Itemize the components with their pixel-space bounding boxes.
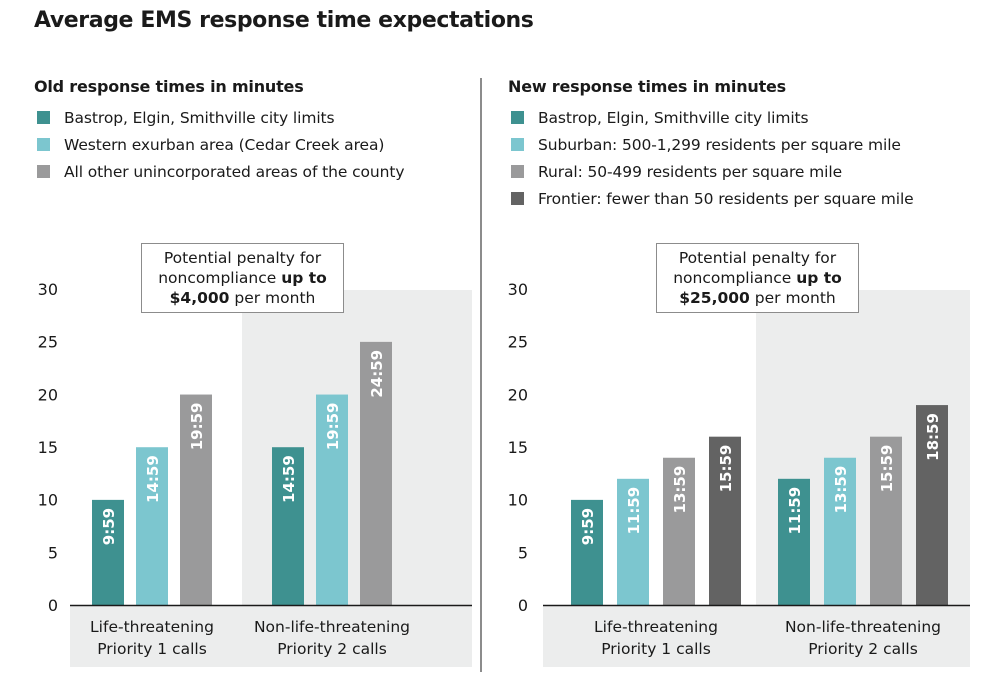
legend-swatch [37,165,50,178]
bar [136,447,168,605]
category-label-shade [543,606,756,667]
old-subtitle: Old response times in minutes [34,77,304,96]
bar-value-label: 19:59 [188,403,206,451]
legend-swatch [37,138,50,151]
new-legend: Bastrop, Elgin, Smithville city limits S… [508,104,986,212]
old-legend: Bastrop, Elgin, Smithville city limits W… [34,104,474,185]
bar-value-label: 9:59 [579,508,597,545]
panel-divider [480,78,482,672]
legend-swatch [511,111,524,124]
bar [180,394,212,605]
bar [360,341,392,605]
bar-value-label: 9:59 [100,508,118,545]
legend-label: Bastrop, Elgin, Smithville city limits [64,108,335,127]
y-tick-label: 20 [38,385,58,404]
y-tick-label: 15 [508,438,528,457]
y-tick-label: 0 [48,596,58,615]
new-penalty-callout: Potential penalty for noncompliance up t… [656,243,859,313]
y-tick-label: 0 [518,596,528,615]
callout-line: noncompliance up to [158,269,327,287]
category-label: Life-threatening [90,618,214,636]
category-label: Priority 2 calls [277,640,387,658]
bar-value-label: 18:59 [924,413,942,461]
category-label: Priority 2 calls [808,640,918,658]
bar-value-label: 14:59 [144,455,162,503]
y-tick-label: 30 [508,280,528,299]
bar-value-label: 24:59 [368,350,386,398]
legend-label: Bastrop, Elgin, Smithville city limits [538,108,809,127]
category-label: Non-life-threatening [254,618,410,636]
new-subtitle: New response times in minutes [508,77,786,96]
bar-value-label: 15:59 [878,445,896,493]
legend-item: Rural: 50-499 residents per square mile [508,158,986,185]
y-tick-label: 25 [508,333,528,352]
old-panel: Old response times in minutes Bastrop, E… [34,74,474,185]
bar [617,478,649,605]
bar [663,457,695,605]
bar [571,499,603,605]
bar [709,436,741,605]
bar [778,478,810,605]
legend-item: Bastrop, Elgin, Smithville city limits [508,104,986,131]
callout-line: $25,000 per month [679,289,836,307]
bar-value-label: 19:59 [324,403,342,451]
legend-item: Western exurban area (Cedar Creek area) [34,131,474,158]
old-penalty-callout: Potential penalty for noncompliance up t… [141,243,344,313]
callout-line: $4,000 per month [169,289,316,307]
new-panel: New response times in minutes Bastrop, E… [508,74,986,212]
callout-line: Potential penalty for [678,249,837,267]
y-tick-label: 20 [508,385,528,404]
y-tick-label: 10 [38,491,58,510]
legend-swatch [511,192,524,205]
category-label-shade [70,606,242,667]
bar [92,499,124,605]
legend-item: All other unincorporated areas of the co… [34,158,474,185]
y-tick-label: 5 [518,543,528,562]
legend-label: Frontier: fewer than 50 residents per sq… [538,189,914,208]
bar [870,436,902,605]
legend-swatch [37,111,50,124]
legend-label: Western exurban area (Cedar Creek area) [64,135,385,154]
bar-value-label: 11:59 [786,487,804,535]
category-label: Priority 1 calls [601,640,711,658]
category-label: Non-life-threatening [785,618,941,636]
bar-value-label: 13:59 [832,466,850,514]
legend-swatch [511,165,524,178]
legend-swatch [511,138,524,151]
bar-value-label: 13:59 [671,466,689,514]
y-tick-label: 15 [38,438,58,457]
bar-value-label: 15:59 [717,445,735,493]
legend-item: Bastrop, Elgin, Smithville city limits [34,104,474,131]
bar [272,447,304,605]
callout-line: noncompliance up to [673,269,842,287]
y-tick-label: 10 [508,491,528,510]
legend-label: Rural: 50-499 residents per square mile [538,162,843,181]
category-label: Priority 1 calls [97,640,207,658]
bar-value-label: 11:59 [625,487,643,535]
legend-label: Suburban: 500-1,299 residents per square… [538,135,901,154]
bar [824,457,856,605]
y-tick-label: 25 [38,333,58,352]
bar [316,394,348,605]
old-chart: 0 5 10 15 20 25 30 9:59 14:59 19:59 Life-threateni… [38,280,472,667]
legend-label: All other unincorporated areas of the co… [64,162,405,181]
y-tick-label: 5 [48,543,58,562]
bar [916,405,948,605]
callout-line: Potential penalty for [163,249,322,267]
bar-value-label: 14:59 [280,455,298,503]
y-tick-label: 30 [38,280,58,299]
legend-item: Suburban: 500-1,299 residents per square… [508,131,986,158]
category-label: Life-threatening [594,618,718,636]
legend-item: Frontier: fewer than 50 residents per sq… [508,185,986,212]
page-title: Average EMS response time expectations [34,8,534,33]
